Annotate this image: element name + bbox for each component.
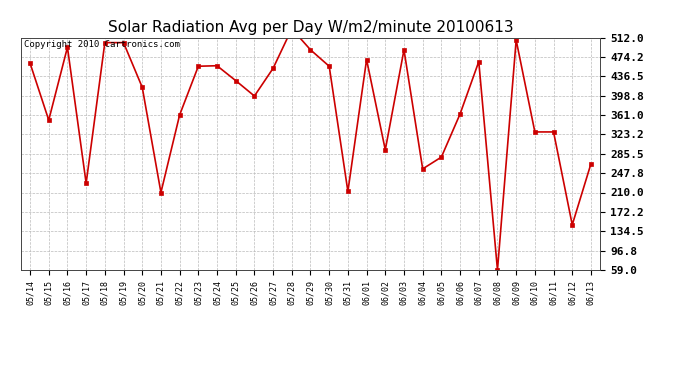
Title: Solar Radiation Avg per Day W/m2/minute 20100613: Solar Radiation Avg per Day W/m2/minute … [108, 20, 513, 35]
Text: Copyright 2010 Cartronics.com: Copyright 2010 Cartronics.com [23, 40, 179, 49]
